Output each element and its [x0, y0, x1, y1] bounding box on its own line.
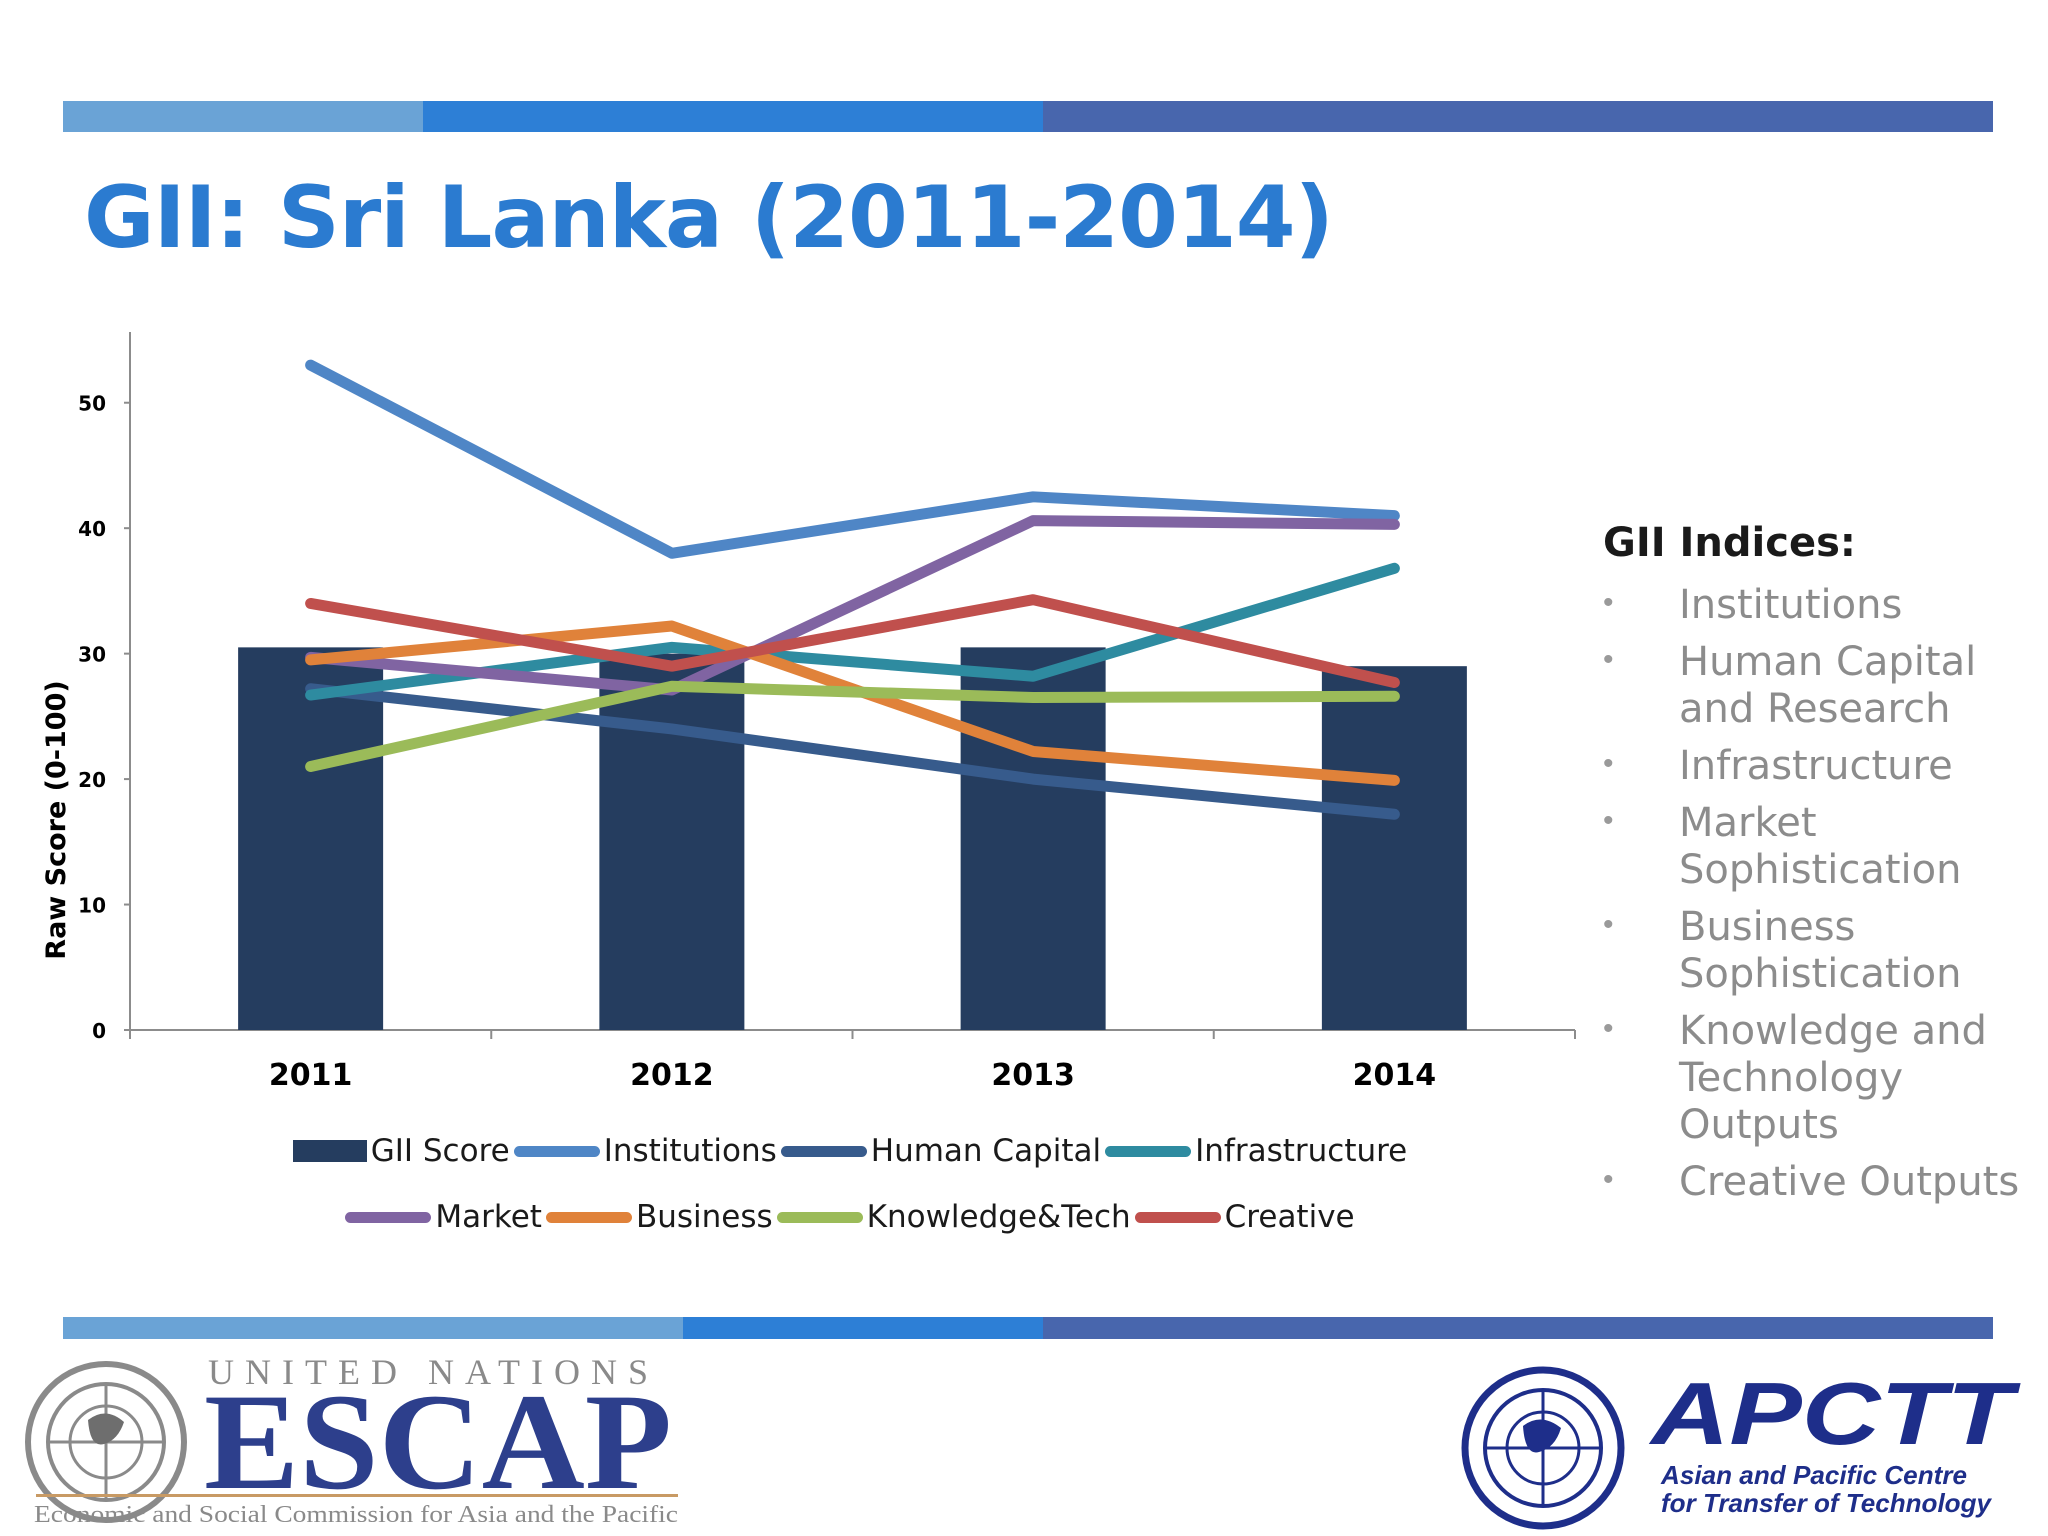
x-tick-label: 2014 — [1353, 1058, 1437, 1093]
page-title: GII: Sri Lanka (2011-2014) — [84, 168, 1334, 268]
apctt-logo: APCTT Asian and Pacific Centre for Trans… — [1461, 1364, 2021, 1530]
indices-list-item-institutions: • Institutions — [1603, 582, 2043, 629]
line-series-market — [305, 515, 1400, 696]
band-segment-mid — [683, 1317, 1043, 1339]
indices-list-item-creative-outputs: • Creative Outputs — [1603, 1159, 2043, 1206]
legend-item-infrastructure: Infrastructure — [1105, 1133, 1407, 1169]
indices-list-text: Creative Outputs — [1679, 1159, 2020, 1205]
x-tick-label: 2013 — [991, 1058, 1075, 1093]
bullet-icon: • — [1603, 908, 1614, 941]
bar-series-gii-score — [238, 647, 1467, 1030]
legend-item-institutions: Institutions — [513, 1133, 777, 1169]
band-segment-mid — [423, 101, 1043, 132]
gii-indices-panel: GII Indices: • Institutions • Human Capital… — [1603, 520, 2043, 1216]
legend-row: Market Business Knowledge&Tech Creative — [250, 1184, 1450, 1250]
y-axis-label: Raw Score (0-100) — [41, 680, 72, 959]
indices-list-item-market-sophistication: • Market Sophistication — [1603, 800, 2043, 894]
top-color-band — [63, 101, 1993, 132]
line-series-knowledge-tech — [305, 680, 1400, 773]
bottom-color-band — [63, 1317, 1993, 1339]
un-emblem-icon — [1461, 1366, 1625, 1530]
legend-swatch — [545, 1211, 632, 1223]
bar-gii-score-2011 — [238, 647, 384, 1030]
legend-label: Institutions — [603, 1133, 777, 1169]
bullet-icon: • — [1603, 747, 1614, 780]
x-tick-label: 2012 — [630, 1058, 714, 1093]
indices-list-item-infrastructure: • Infrastructure — [1603, 743, 2043, 790]
x-axis: 2011 2012 2013 2014 — [129, 1029, 1576, 1093]
legend-label: GII Score — [370, 1133, 510, 1169]
legend-swatch — [1134, 1211, 1221, 1223]
indices-list-item-business-sophistication: • Business Sophistication — [1603, 904, 2043, 998]
indices-list: • Institutions • Human Capital and Research… — [1603, 582, 2043, 1206]
bar-gii-score-2013 — [960, 647, 1106, 1030]
legend-swatch — [345, 1211, 432, 1223]
un-emblem-icon — [25, 1361, 187, 1523]
y-tick-label: 10 — [78, 894, 106, 918]
y-axis: 0 10 20 30 40 50 — [78, 332, 131, 1043]
legend-item-market: Market — [345, 1199, 542, 1235]
escap-logo-line3: Economic and Social Commission for Asia … — [34, 1502, 678, 1528]
gii-chart: 0 10 20 30 40 50 2011 2012 2013 2014 Raw Score (… — [41, 332, 1576, 1093]
escap-logo: UNITED NATIONS ESCAP Economic and Social… — [25, 1352, 678, 1528]
indices-list-text: Business Sophistication — [1679, 904, 1962, 997]
legend-swatch — [292, 1140, 367, 1162]
band-segment-dark — [1043, 101, 1993, 132]
bullet-icon: • — [1603, 643, 1614, 676]
band-segment-light — [63, 1317, 683, 1339]
line-series-human-capital — [305, 683, 1400, 820]
indices-list-text: Human Capital and Research — [1679, 639, 1977, 732]
apctt-logo-name: APCTT — [1649, 1364, 2021, 1463]
escap-logo-rule — [36, 1494, 678, 1497]
chart-legend: GII Score Institutions Human Capital Infras… — [250, 1118, 1450, 1250]
y-tick-label: 40 — [78, 517, 106, 541]
bullet-icon: • — [1603, 1163, 1614, 1196]
legend-item-human-capital: Human Capital — [780, 1133, 1102, 1169]
bullet-icon: • — [1603, 586, 1614, 619]
band-segment-light — [63, 101, 423, 132]
legend-label: Knowledge&Tech — [866, 1199, 1131, 1235]
y-tick-label: 20 — [78, 768, 106, 792]
legend-swatch — [780, 1145, 867, 1157]
indices-list-text: Market Sophistication — [1679, 800, 1962, 893]
band-segment-dark — [1043, 1317, 1993, 1339]
legend-label: Human Capital — [870, 1133, 1102, 1169]
indices-list-item-human-capital-and-research: • Human Capital and Research — [1603, 639, 2043, 733]
line-series-creative — [305, 594, 1400, 688]
bullet-icon: • — [1603, 804, 1614, 837]
legend-item-knowledge-tech: Knowledge&Tech — [776, 1199, 1131, 1235]
bullet-icon: • — [1603, 1012, 1614, 1045]
legend-row: GII Score Institutions Human Capital Infras… — [250, 1118, 1450, 1184]
line-series-institutions — [305, 359, 1400, 559]
y-tick-label: 0 — [92, 1019, 106, 1043]
legend-label: Market — [435, 1199, 542, 1235]
indices-list-text: Knowledge and Technology Outputs — [1679, 1008, 1987, 1148]
side-panel-heading: GII Indices: — [1603, 520, 1856, 566]
bar-gii-score-2014 — [1321, 666, 1467, 1030]
indices-list-text: Institutions — [1679, 582, 1903, 628]
indices-list-item-knowledge-and-technology-outputs: • Knowledge and Technology Outputs — [1603, 1008, 2043, 1149]
legend-label: Infrastructure — [1195, 1133, 1408, 1169]
legend-swatch — [776, 1211, 863, 1223]
legend-item-creative: Creative — [1134, 1199, 1355, 1235]
y-tick-label: 50 — [78, 392, 106, 416]
legend-swatch — [513, 1145, 600, 1157]
escap-logo-line2: ESCAP — [204, 1365, 672, 1518]
legend-swatch — [1105, 1145, 1192, 1157]
legend-item-business: Business — [545, 1199, 773, 1235]
apctt-logo-line2: for Transfer of Technology — [1661, 1488, 1993, 1518]
legend-label: Creative — [1224, 1199, 1355, 1235]
indices-list-text: Infrastructure — [1679, 743, 1953, 789]
legend-label: Business — [635, 1199, 773, 1235]
escap-logo-line1: UNITED NATIONS — [208, 1352, 659, 1392]
legend-item-gii-score: GII Score — [292, 1133, 510, 1169]
x-tick-label: 2011 — [269, 1058, 353, 1093]
apctt-logo-line1: Asian and Pacific Centre — [1660, 1460, 1967, 1490]
bar-gii-score-2012 — [599, 653, 745, 1030]
y-tick-label: 30 — [78, 643, 106, 667]
line-series-group — [305, 359, 1400, 820]
